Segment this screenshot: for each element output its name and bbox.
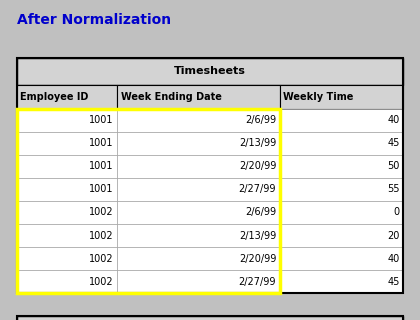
Text: 40: 40 <box>388 253 400 264</box>
Bar <box>17 109 280 293</box>
Bar <box>280 178 403 201</box>
Bar <box>280 270 403 293</box>
Bar <box>117 132 280 155</box>
Bar <box>280 224 403 247</box>
Bar <box>117 178 280 201</box>
Text: 2/20/99: 2/20/99 <box>239 253 276 264</box>
Bar <box>280 132 403 155</box>
Text: 2/13/99: 2/13/99 <box>239 138 276 148</box>
Text: 1001: 1001 <box>89 184 114 195</box>
Text: 2/6/99: 2/6/99 <box>245 207 276 218</box>
Text: 2/27/99: 2/27/99 <box>239 184 276 195</box>
Bar <box>17 224 117 247</box>
Bar <box>280 109 403 132</box>
Bar <box>17 109 117 132</box>
Bar <box>17 85 117 109</box>
Text: 55: 55 <box>387 184 400 195</box>
Bar <box>280 247 403 270</box>
Text: Timesheets: Timesheets <box>174 66 246 76</box>
Bar <box>117 247 280 270</box>
Bar <box>280 155 403 178</box>
Text: Weekly Time: Weekly Time <box>283 92 353 102</box>
Text: 2/27/99: 2/27/99 <box>239 276 276 287</box>
Text: 1001: 1001 <box>89 138 114 148</box>
Bar <box>17 270 117 293</box>
Bar <box>117 270 280 293</box>
Bar <box>117 85 280 109</box>
Bar <box>17 132 117 155</box>
Text: 45: 45 <box>388 138 400 148</box>
Text: 45: 45 <box>388 276 400 287</box>
Text: 40: 40 <box>388 115 400 125</box>
Bar <box>117 155 280 178</box>
Bar <box>17 155 117 178</box>
Text: After Normalization: After Normalization <box>17 13 171 27</box>
Bar <box>17 201 117 224</box>
Text: 1002: 1002 <box>89 230 114 241</box>
Bar <box>117 109 280 132</box>
Bar <box>17 178 117 201</box>
Bar <box>17 58 403 293</box>
Text: 20: 20 <box>388 230 400 241</box>
Text: 0: 0 <box>394 207 400 218</box>
Bar <box>117 201 280 224</box>
Bar <box>280 85 403 109</box>
Text: 50: 50 <box>388 161 400 172</box>
Bar <box>280 201 403 224</box>
Text: 1002: 1002 <box>89 253 114 264</box>
Bar <box>117 224 280 247</box>
Bar <box>17 316 403 320</box>
Text: 1002: 1002 <box>89 276 114 287</box>
Text: Week Ending Date: Week Ending Date <box>121 92 221 102</box>
Bar <box>17 58 403 85</box>
Text: Employee ID: Employee ID <box>20 92 89 102</box>
Text: 1001: 1001 <box>89 161 114 172</box>
Bar <box>17 247 117 270</box>
Text: 2/13/99: 2/13/99 <box>239 230 276 241</box>
Bar <box>17 316 403 320</box>
Text: 2/6/99: 2/6/99 <box>245 115 276 125</box>
Text: 1002: 1002 <box>89 207 114 218</box>
Text: 2/20/99: 2/20/99 <box>239 161 276 172</box>
Text: 1001: 1001 <box>89 115 114 125</box>
